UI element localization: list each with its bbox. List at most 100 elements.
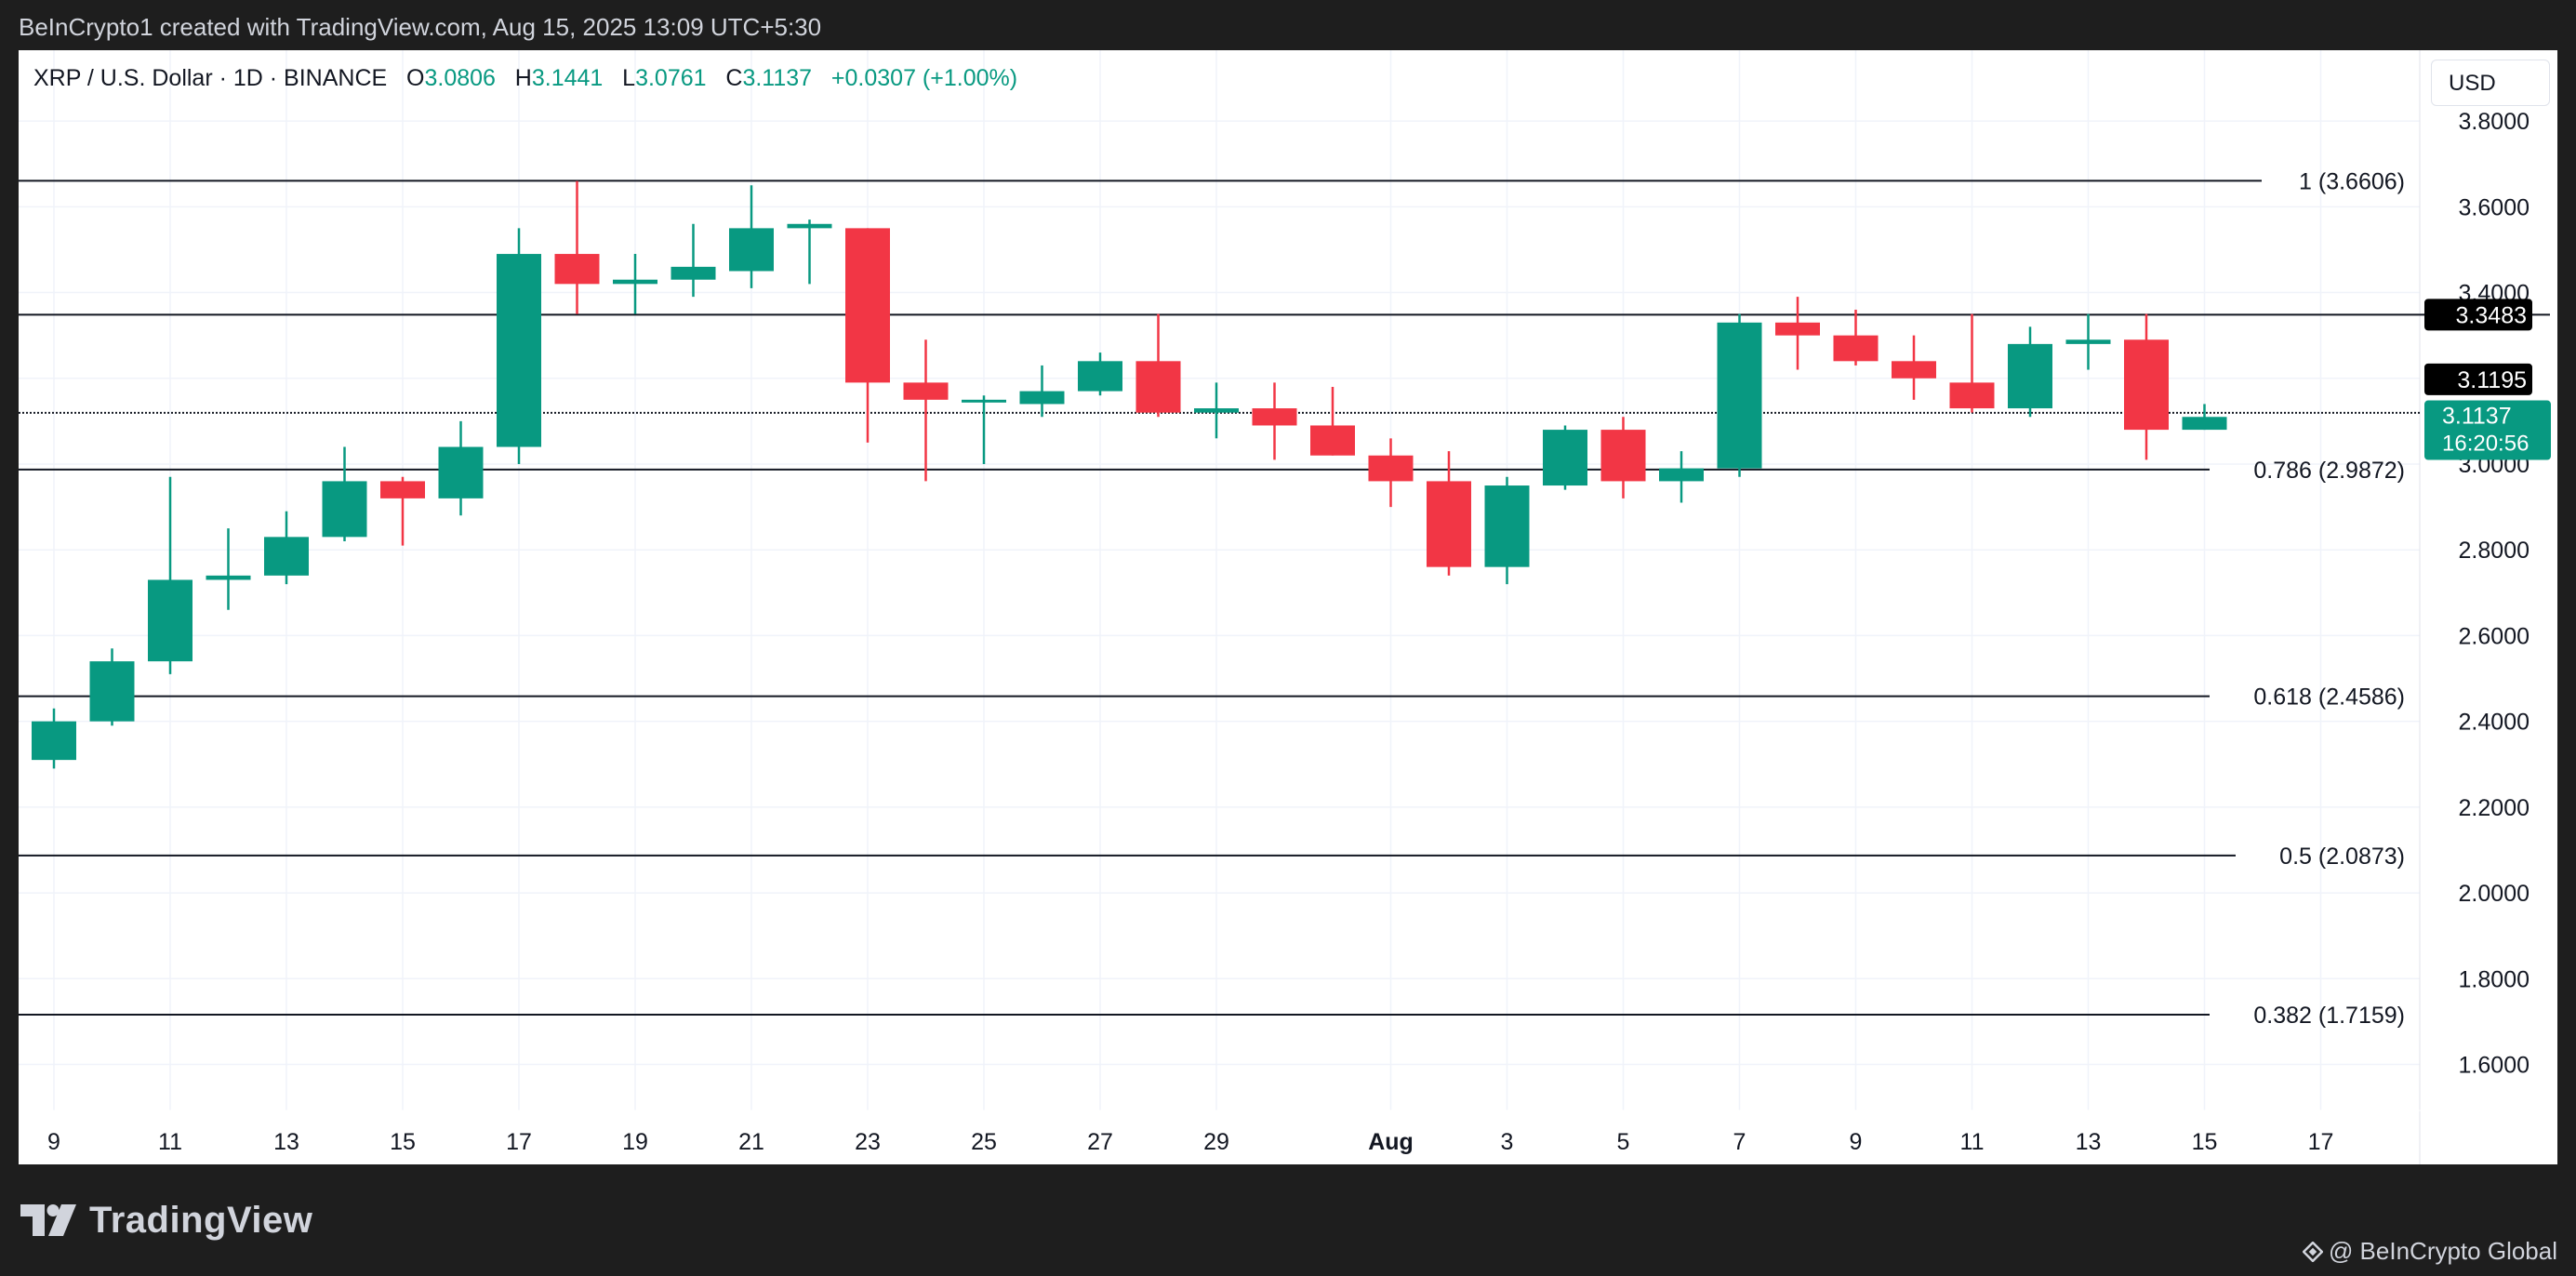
candle-up — [438, 446, 484, 498]
candle-up — [264, 537, 309, 576]
x-tick-label: 15 — [2192, 1129, 2218, 1155]
symbol-name: XRP / U.S. Dollar · 1D · BINANCE — [33, 65, 388, 91]
candle-up — [148, 579, 193, 662]
candle-down — [554, 254, 600, 285]
marker-price-tag-bg — [2424, 363, 2532, 395]
close-value: 3.1137 — [742, 65, 813, 91]
candle-up — [613, 279, 657, 285]
y-tick-label: 2.6000 — [2459, 623, 2530, 649]
x-tick-label: 29 — [1203, 1129, 1229, 1155]
candle-down — [845, 228, 890, 383]
open-value: 3.0806 — [424, 65, 496, 91]
candle-down — [1775, 322, 1820, 336]
currency-button[interactable]: USD — [2431, 60, 2550, 106]
tradingview-logo[interactable]: TradingView — [20, 1200, 312, 1241]
candle-up — [2182, 417, 2227, 431]
candle-up — [1194, 408, 1239, 413]
beincrypto-diamond-icon — [2302, 1241, 2323, 1262]
x-tick-label: 19 — [622, 1129, 648, 1155]
candle-up — [32, 721, 76, 761]
x-tick-label: 15 — [390, 1129, 416, 1155]
fib-level-label: 0.786 (2.9872) — [2253, 458, 2405, 484]
candle-down — [1135, 361, 1181, 413]
candle-down — [1310, 425, 1355, 456]
candle-up — [787, 223, 832, 229]
candle-up — [1659, 468, 1704, 482]
candle-up — [497, 254, 541, 447]
candle-down — [1892, 361, 1936, 379]
x-tick-label: 11 — [1960, 1129, 1985, 1155]
y-tick-label: 1.6000 — [2459, 1053, 2530, 1079]
candlestick-chart[interactable]: 1 (3.6606) 0.786 (2.9872) 0.618 (2.4586) 0.… — [19, 50, 2557, 1164]
fib-level-label: 0.618 (2.4586) — [2253, 685, 2405, 711]
candle-down — [1833, 335, 1879, 362]
y-tick-label: 3.6000 — [2459, 194, 2530, 220]
x-tick-label: 9 — [47, 1129, 60, 1155]
y-tick-label: 2.2000 — [2459, 795, 2530, 821]
y-tick-label: 1.8000 — [2459, 966, 2530, 992]
chart-area[interactable]: 1 (3.6606) 0.786 (2.9872) 0.618 (2.4586) 0.… — [19, 50, 2557, 1164]
y-tick-label: 2.0000 — [2459, 881, 2530, 907]
candle-up — [2008, 343, 2052, 409]
x-tick-label: 13 — [273, 1129, 299, 1155]
candle-up — [89, 661, 135, 722]
close-key: C — [725, 65, 743, 91]
candle-up — [729, 228, 774, 272]
candle-down — [2124, 339, 2169, 431]
level-price-tag-bg — [2424, 299, 2532, 331]
candle-down — [1368, 455, 1414, 482]
beincrypto-credit: @ BeInCrypto Global — [2302, 1237, 2557, 1266]
x-tick-label: 25 — [971, 1129, 997, 1155]
candle-up — [1078, 361, 1122, 392]
countdown-timer: 16:20:56 — [2442, 432, 2529, 457]
candle-down — [380, 481, 425, 498]
candle-down — [1949, 382, 1995, 409]
candle-up — [322, 481, 367, 538]
last-price-tag: 3.1137 — [2442, 404, 2512, 430]
x-tick-label: 21 — [738, 1129, 764, 1155]
fib-level-label: 0.5 (2.0873) — [2279, 844, 2405, 870]
candle-down — [1427, 481, 1471, 567]
tradingview-wordmark: TradingView — [89, 1199, 313, 1241]
x-tick-label: 23 — [855, 1129, 881, 1155]
high-value: 3.1441 — [531, 65, 604, 91]
fib-level-label: 0.382 (1.7159) — [2253, 1003, 2405, 1029]
x-tick-label: 13 — [2076, 1129, 2102, 1155]
x-tick-label: Aug — [1368, 1129, 1414, 1155]
x-tick-label: 27 — [1087, 1129, 1113, 1155]
x-tick-label: 9 — [1850, 1129, 1863, 1155]
low-key: L — [622, 65, 636, 91]
candle-up — [206, 575, 251, 580]
attribution-text: BeInCrypto1 created with TradingView.com… — [19, 13, 822, 41]
candle-down — [1252, 408, 1297, 426]
candle-up — [671, 266, 716, 280]
y-tick-label: 2.4000 — [2459, 710, 2530, 736]
candle-up — [1717, 322, 1762, 469]
change-value: +0.0307 (+1.00%) — [830, 65, 1018, 91]
candle-up — [2065, 339, 2111, 344]
symbol-legend: XRP / U.S. Dollar · 1D · BINANCE O3.0806… — [33, 65, 1017, 92]
candle-up — [1484, 485, 1530, 567]
beincrypto-credit-text: @ BeInCrypto Global — [2328, 1237, 2557, 1265]
tradingview-logo-icon — [20, 1204, 76, 1236]
last-price-tag-bg — [2424, 400, 2551, 460]
x-tick-label: 3 — [1501, 1129, 1514, 1155]
candle-up — [1543, 430, 1587, 486]
candle-down — [1600, 430, 1646, 482]
marker-price-tag: 3.1195 — [2457, 367, 2527, 393]
x-tick-label: 5 — [1617, 1129, 1630, 1155]
y-tick-label: 3.8000 — [2459, 109, 2530, 135]
x-tick-label: 11 — [158, 1129, 182, 1155]
open-key: O — [406, 65, 425, 91]
x-tick-label: 7 — [1733, 1129, 1746, 1155]
candle-up — [962, 399, 1006, 403]
y-tick-label: 2.8000 — [2459, 538, 2530, 564]
x-tick-label: 17 — [2308, 1129, 2334, 1155]
candle-up — [1019, 391, 1065, 405]
candle-down — [903, 382, 949, 400]
high-key: H — [514, 65, 532, 91]
low-value: 3.0761 — [635, 65, 707, 91]
fib-level-label: 1 (3.6606) — [2299, 168, 2405, 194]
level-price-tag: 3.3483 — [2456, 302, 2527, 328]
